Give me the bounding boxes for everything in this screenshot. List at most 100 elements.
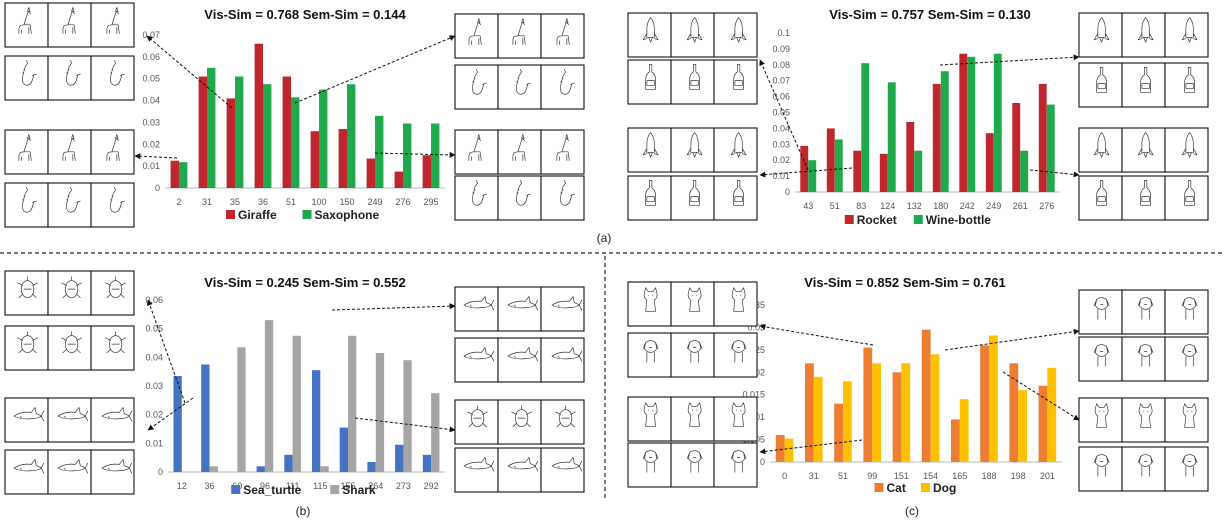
chart-title: Vis-Sim = 0.852 Sem-Sim = 0.761 [804, 275, 1005, 290]
saxophone-icon [516, 180, 531, 206]
x-tick-label: 96 [260, 481, 270, 491]
sea-turtle-icon [555, 405, 576, 428]
connector-arrow [354, 417, 456, 433]
thumbnail-cell [540, 64, 585, 110]
saxophone-icon [22, 187, 37, 213]
dog-icon [1093, 454, 1110, 477]
shark-icon [101, 459, 133, 474]
bar-dog-165 [959, 399, 969, 462]
bar-giraffe-2 [170, 160, 179, 188]
thumbnails-layer [4, 2, 1209, 495]
rocket-icon [1093, 132, 1110, 158]
thumbnail-cell [497, 447, 542, 493]
legend-label: Wine-bottle [926, 213, 992, 227]
sea-turtle-icon [105, 276, 126, 299]
shark-icon [507, 457, 539, 472]
connector-arrow [1029, 169, 1080, 178]
bar-shark-264 [375, 353, 385, 472]
thumbnail-cell [713, 281, 758, 327]
x-tick-label: 261 [1013, 201, 1028, 211]
bar-cat-188 [980, 345, 989, 462]
shark-icon [463, 457, 495, 472]
dog-icon [642, 340, 659, 363]
y-tick-label: 0 [785, 187, 790, 197]
chart-legend: Rocket Wine-bottle [844, 213, 992, 227]
thumbnail-row-wine-bottle [1078, 175, 1209, 221]
rocket-icon [1181, 17, 1198, 43]
bar-cat-99 [863, 347, 873, 462]
bar-shark-60 [237, 347, 246, 472]
bar-wine-bottle-124 [887, 82, 896, 192]
thumbnail-row-saxophone [4, 182, 135, 228]
y-tick-label: 0.01 [145, 438, 163, 448]
thumbnail-row-wine-bottle [627, 175, 758, 221]
y-tick-label: 0.02 [145, 410, 163, 420]
x-tick-label: 292 [424, 481, 439, 491]
x-tick-label: 201 [1040, 471, 1055, 481]
thumbnail-cell [47, 397, 92, 443]
thumbnail-cell [713, 332, 758, 378]
legend-swatch [921, 483, 930, 492]
dog-icon [1093, 297, 1110, 320]
rocket-icon [1137, 17, 1154, 43]
bar-dog-201 [1047, 367, 1057, 462]
bar-rocket-124 [879, 153, 888, 192]
wine-bottle-icon [1096, 67, 1107, 93]
caption-c: (c) [905, 504, 919, 518]
thumbnail-cell [627, 332, 672, 378]
thumbnail-row-rocket [1078, 127, 1209, 173]
giraffe-icon [62, 134, 76, 161]
thumbnail-cell [1164, 62, 1209, 108]
shark-icon [101, 407, 133, 422]
bar-wine-bottle-180 [940, 71, 949, 192]
bar-saxophone-51 [291, 97, 300, 188]
bar-dog-0 [784, 438, 794, 462]
thumbnail-cell [627, 127, 672, 173]
thumbnail-cell [1121, 62, 1166, 108]
thumbnail-cell [627, 281, 672, 327]
x-tick-label: 2 [176, 197, 181, 207]
connector-arrow [147, 397, 194, 431]
thumbnail-cell [4, 449, 49, 495]
dog-icon [730, 340, 747, 363]
bar-saxophone-2 [179, 162, 188, 188]
bar-giraffe-100 [310, 131, 319, 188]
y-tick-label: 0 [158, 467, 163, 477]
y-tick-label: 0.015 [742, 390, 765, 400]
sea-turtle-icon [17, 276, 38, 299]
thumbnail-cell [540, 447, 585, 493]
bar-cat-198 [1009, 363, 1019, 462]
rocket-icon [642, 132, 659, 158]
saxophone-icon [110, 60, 125, 86]
thumbnail-cell [713, 12, 758, 58]
thumbnail-cell [1164, 127, 1209, 173]
bar-rocket-180 [932, 83, 941, 192]
thumbnail-cell [454, 175, 499, 221]
cat-icon [1138, 403, 1153, 428]
x-tick-label: 165 [952, 471, 967, 481]
y-tick-label: 0.05 [145, 324, 163, 334]
thumbnail-cell [1121, 397, 1166, 443]
bar-shark-155 [348, 335, 357, 472]
giraffe-icon [468, 134, 482, 161]
y-tick-label: 0.03 [145, 381, 163, 391]
x-tick-label: 99 [867, 471, 877, 481]
chart-legend: Giraffe Saxophone [226, 208, 380, 222]
connector-arrow [147, 299, 186, 404]
wine-bottle-icon [733, 64, 744, 90]
y-tick-label: 0.02 [772, 155, 790, 165]
thumbnail-cell [4, 325, 49, 371]
y-tick-label: 0.06 [772, 92, 790, 102]
thumbnail-cell [670, 332, 715, 378]
bar-rocket-242 [959, 53, 968, 193]
thumbnail-cell [670, 442, 715, 488]
bar-shark-111 [292, 335, 301, 472]
shark-icon [57, 407, 89, 422]
legend-swatch [844, 215, 854, 224]
shark-icon [463, 296, 495, 311]
panel-separators [0, 252, 1225, 500]
thumbnail-cell [47, 270, 92, 316]
thumbnail-row-shark [454, 286, 585, 332]
legend-label: Giraffe [238, 208, 277, 222]
chart-title: Vis-Sim = 0.757 Sem-Sim = 0.130 [829, 7, 1030, 22]
